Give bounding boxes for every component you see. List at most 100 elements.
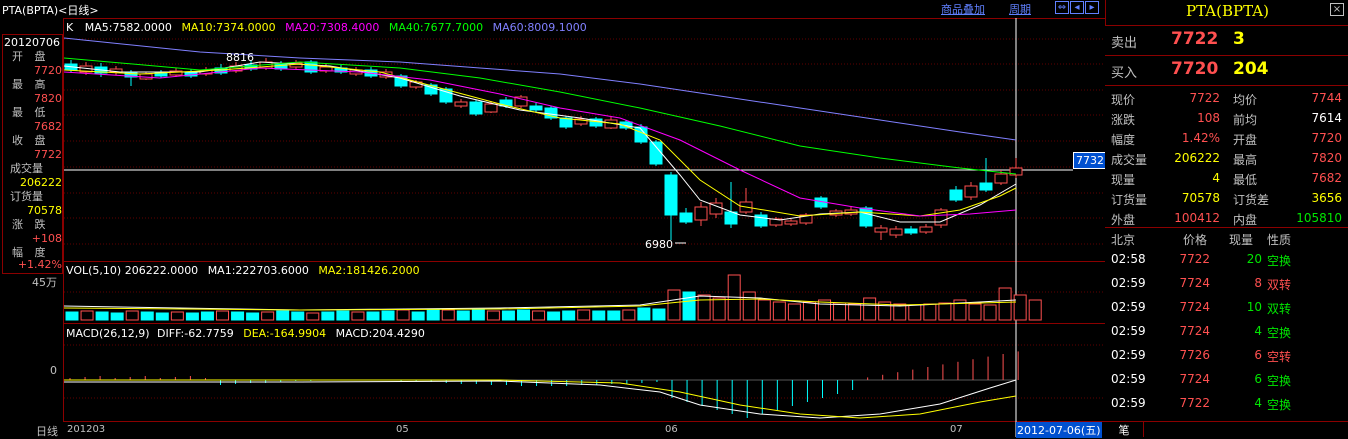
vol-axis-label: 45万: [32, 276, 57, 289]
stat-row: 现价 7722 均价 7744: [1105, 89, 1348, 109]
tick-price: 7722: [1179, 396, 1210, 410]
arrow-right-icon[interactable]: ▸: [1085, 1, 1099, 14]
tick-row: 02:59 7724 10 双转: [1105, 297, 1348, 319]
candle: [559, 117, 573, 128]
ticks-header-nature: 性质: [1267, 233, 1292, 247]
volume-bar: [351, 311, 365, 321]
high-mark-label: 8816: [226, 51, 254, 64]
sell-price: 7722: [1171, 29, 1219, 49]
arrow-left-icon[interactable]: ◂: [1070, 1, 1084, 14]
volume-bar: [968, 303, 982, 321]
volume-bar: [231, 311, 245, 321]
tick-time: 02:59: [1111, 300, 1146, 314]
x-axis: 日线 201203 05 06 07 2012-07-06(五): [0, 422, 1105, 438]
diff-line: [64, 379, 1017, 419]
sell-qty: 3: [1233, 29, 1245, 49]
info-vol-label: 成交量: [10, 162, 43, 175]
macd-value: MACD:204.4290: [335, 327, 425, 340]
tick-nature: 双转: [1267, 278, 1292, 292]
tick-row: 02:59 7724 6 空换: [1105, 369, 1348, 391]
stat-row: 幅度 1.42% 开盘 7720: [1105, 129, 1348, 149]
cursor-date: 2012-07-06(五): [1016, 422, 1102, 438]
volume-bar: [923, 303, 937, 321]
ticks-header-price: 价格: [1183, 233, 1208, 247]
candle: [514, 96, 528, 107]
footer-bar: 笔: [1105, 421, 1348, 437]
info-vol: 206222: [20, 176, 62, 189]
ma60-label: MA60:8009.1000: [492, 21, 587, 34]
tick-price: 7724: [1179, 300, 1210, 314]
close-icon[interactable]: ×: [1330, 3, 1344, 16]
info-open: 7720: [34, 64, 62, 77]
tick-time: 02:59: [1111, 324, 1146, 338]
tick-price: 7726: [1179, 348, 1210, 362]
chart-canvas: [63, 18, 1105, 437]
volume-bar: [65, 311, 79, 321]
macd-legend: MACD(26,12,9) DIFF:-62.7759 DEA:-164.990…: [66, 327, 425, 340]
candle: [484, 103, 498, 113]
volume-bar: [200, 311, 214, 321]
tick-row: 02:59 7722 4 空换: [1105, 393, 1348, 415]
ticks-header: 北京 价格 现量 性质: [1105, 229, 1348, 247]
volume-bar: [366, 311, 380, 321]
info-high: 7820: [34, 92, 62, 105]
volume-bar: [185, 312, 199, 321]
tab-ticks[interactable]: 笔: [1105, 422, 1144, 437]
volume-bar: [802, 301, 816, 321]
candle: [499, 99, 513, 107]
stat-label: 开盘: [1233, 133, 1258, 147]
tick-nature: 空换: [1267, 326, 1292, 340]
candle: [304, 61, 318, 73]
info-box: [2, 34, 63, 274]
volume-bar: [893, 303, 907, 321]
tick-row: 02:59 7726 6 空转: [1105, 345, 1348, 367]
vol-value: 206222.0000: [124, 264, 199, 277]
tick-price: 7724: [1179, 372, 1210, 386]
volume-bar: [818, 299, 831, 321]
candle: [664, 174, 678, 216]
volume-bar: [426, 308, 440, 321]
volume-bar: [170, 311, 184, 321]
volume-bar: [471, 309, 485, 321]
stat-value: 7720: [1311, 131, 1342, 145]
vol-title: VOL(5,10): [66, 264, 122, 277]
volume-bar: [517, 309, 530, 321]
volume-bar: [110, 312, 124, 321]
volume-bar: [998, 287, 1012, 321]
candle: [394, 75, 408, 87]
period-label[interactable]: 日线: [36, 425, 58, 438]
volume-bar: [622, 309, 636, 321]
volume-bar: [697, 294, 711, 321]
info-chg: +108: [31, 232, 62, 245]
candle: [859, 207, 873, 227]
x-label-1: 05: [396, 424, 409, 435]
volume-bar: [155, 312, 169, 321]
tick-row: 02:59 7724 8 双转: [1105, 273, 1348, 295]
macd-title: MACD(26,12,9): [66, 327, 150, 340]
volume-bar: [667, 289, 681, 321]
candle: [904, 228, 918, 234]
buy-qty: 204: [1233, 59, 1269, 79]
volume-bar: [456, 310, 470, 321]
stat-value: 7614: [1311, 111, 1342, 125]
ticks-header-qty: 现量: [1229, 233, 1254, 247]
cycle-link[interactable]: 周期: [1009, 3, 1031, 16]
candle: [724, 211, 738, 225]
tick-price: 7724: [1179, 276, 1210, 290]
tick-qty: 4: [1254, 324, 1262, 338]
overlay-link[interactable]: 商品叠加: [941, 3, 985, 16]
stat-value: 206222: [1174, 151, 1220, 165]
stat-row: 成交量 206222 最高 7820: [1105, 149, 1348, 169]
stat-label: 涨跌: [1111, 113, 1136, 127]
volume-bar: [381, 310, 395, 321]
volume-bar: [1013, 294, 1027, 321]
volume-bar: [878, 301, 892, 321]
volume-bar: [261, 311, 275, 321]
macd-zero-label: 0: [50, 364, 57, 377]
info-oi-label: 订货量: [10, 190, 43, 203]
zoom-in-icon[interactable]: ⇔: [1055, 1, 1069, 14]
tick-price: 7724: [1179, 324, 1210, 338]
tick-time: 02:58: [1111, 252, 1146, 266]
stat-value: 70578: [1181, 191, 1220, 205]
stat-value: 7682: [1311, 171, 1342, 185]
